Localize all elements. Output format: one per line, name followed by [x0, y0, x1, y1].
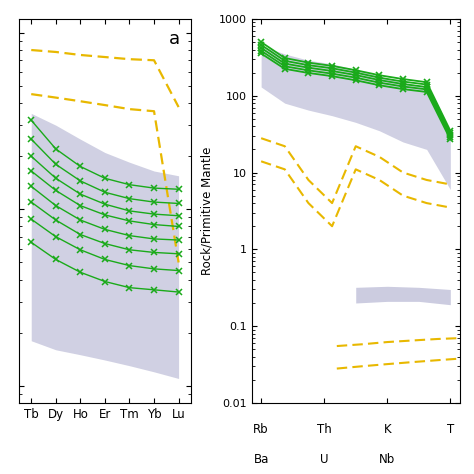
Text: Ba: Ba [254, 454, 269, 466]
Text: Nb: Nb [379, 454, 395, 466]
Text: Th: Th [317, 423, 332, 436]
Text: U: U [320, 454, 328, 466]
Text: K: K [383, 423, 391, 436]
Y-axis label: Rock/Primitive Mantle: Rock/Primitive Mantle [200, 147, 213, 275]
Text: Rb: Rb [253, 423, 269, 436]
Text: a: a [169, 30, 180, 48]
Text: T: T [447, 423, 454, 436]
